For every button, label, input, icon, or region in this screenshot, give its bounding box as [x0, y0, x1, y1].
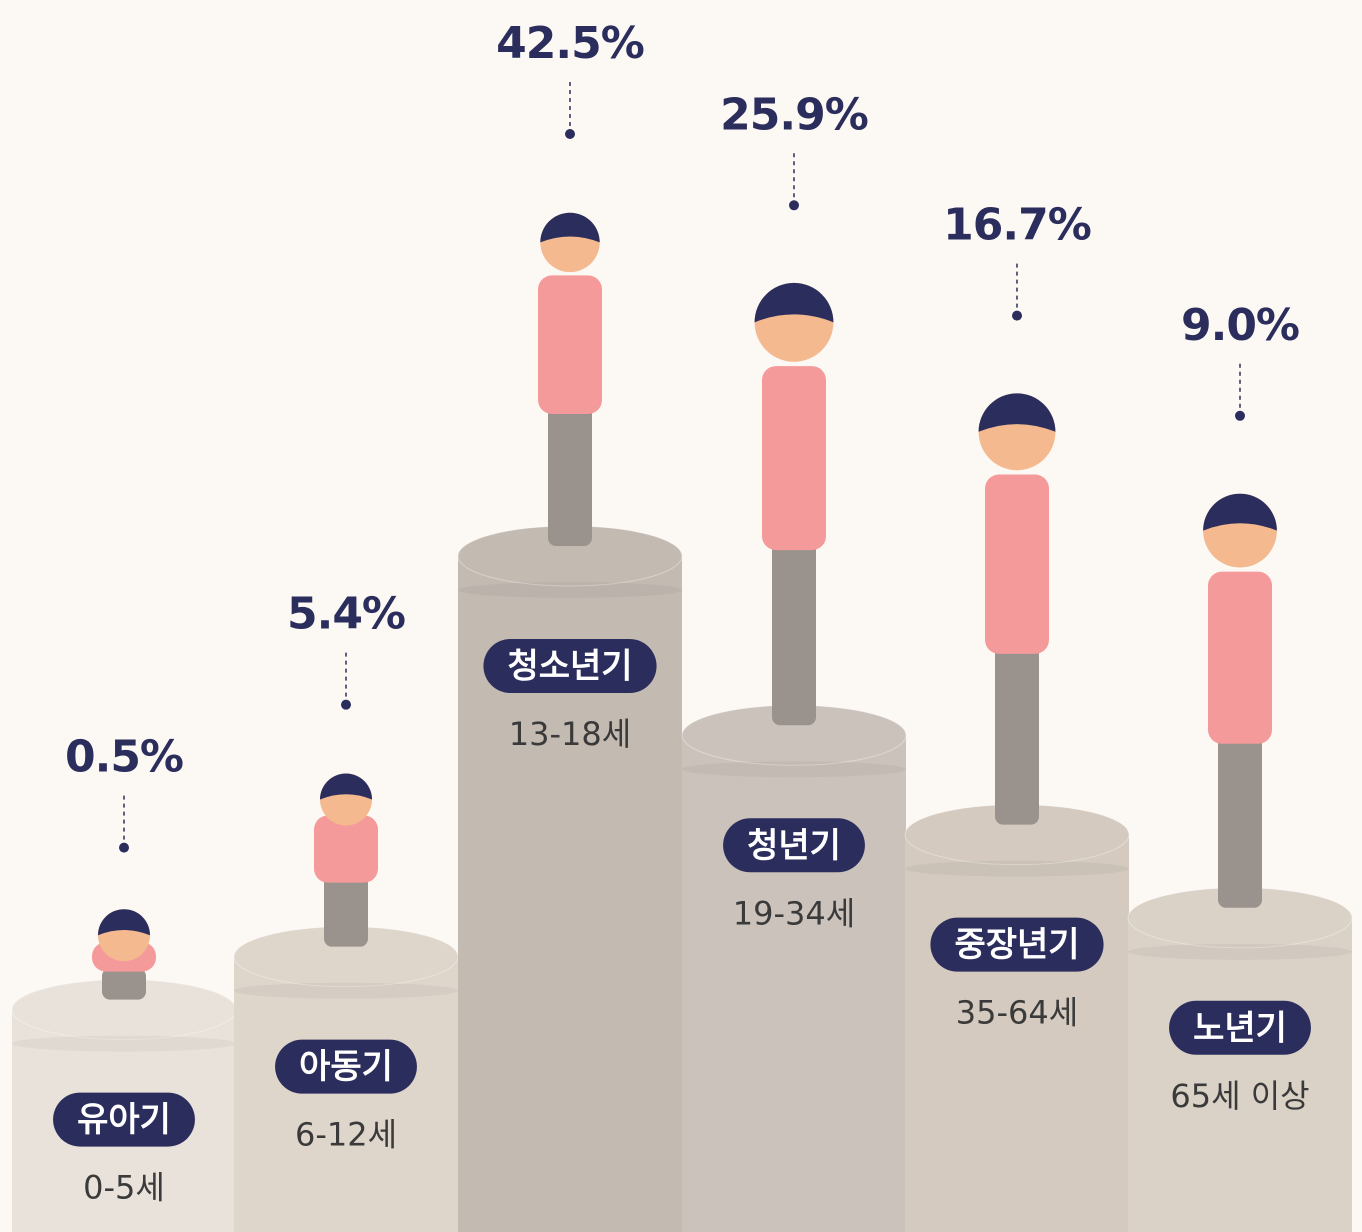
- stage-pill: [723, 818, 865, 873]
- figure: [754, 282, 834, 726]
- age-label: 35-64세: [956, 994, 1078, 1032]
- stage-pill: [483, 639, 657, 693]
- pointer-dot: [341, 699, 351, 710]
- age-label: 13-18세: [509, 715, 631, 753]
- figure-body: [985, 474, 1049, 654]
- pedestal: [1128, 917, 1352, 1232]
- pedestal-shadow: [12, 1035, 236, 1052]
- pointer-dot: [1012, 310, 1022, 321]
- pedestal: [234, 956, 458, 1232]
- figure-hair: [320, 773, 372, 800]
- figure-legs: [548, 397, 592, 546]
- figure-hair: [754, 282, 834, 323]
- stage-label: 청소년기: [507, 647, 632, 687]
- value-label: 16.7%: [943, 200, 1091, 251]
- figure-legs: [772, 528, 816, 726]
- stage-pill: [1169, 1000, 1311, 1055]
- stage-pill: [930, 917, 1104, 972]
- pedestal-shadow: [458, 582, 682, 598]
- figure-legs: [102, 968, 146, 1000]
- pedestal: [458, 556, 682, 1232]
- stage-pill: [275, 1039, 417, 1094]
- figure: [538, 212, 602, 546]
- figure-legs: [324, 874, 368, 947]
- value-label: 42.5%: [496, 18, 644, 69]
- figure-hair: [978, 393, 1056, 432]
- figure-hair: [98, 909, 150, 936]
- age-label: 0-5세: [83, 1169, 165, 1207]
- pedestal-shadow: [905, 860, 1129, 877]
- stage-label: 중장년기: [954, 925, 1079, 965]
- stage-label: 노년기: [1193, 1008, 1287, 1048]
- pointer-dot: [1235, 410, 1245, 421]
- age-label: 65세 이상: [1170, 1077, 1309, 1115]
- figure-hair: [540, 212, 600, 243]
- value-label: 9.0%: [1181, 300, 1299, 351]
- pedestal: [682, 735, 906, 1232]
- pointer-dot: [565, 129, 575, 139]
- stage-label: 청년기: [747, 826, 841, 866]
- age-label: 19-34세: [733, 894, 855, 932]
- figure-hair: [1203, 493, 1277, 531]
- value-label: 0.5%: [65, 732, 183, 783]
- figure-body: [1208, 571, 1272, 744]
- figure-legs: [995, 632, 1039, 825]
- pedestal-shadow: [682, 761, 906, 778]
- pedestal: [905, 834, 1129, 1232]
- figure-body: [314, 815, 378, 883]
- stage-label: 아동기: [299, 1047, 393, 1087]
- value-label: 25.9%: [720, 89, 868, 140]
- figure-body: [762, 366, 826, 551]
- pointer-dot: [789, 200, 799, 211]
- pedestal-shadow: [234, 982, 458, 999]
- pedestal-shadow: [1128, 943, 1352, 960]
- stage-pill: [53, 1092, 195, 1147]
- stage-label: 유아기: [77, 1100, 171, 1140]
- figure: [978, 393, 1056, 825]
- figure: [314, 773, 378, 947]
- pointer-dot: [119, 842, 129, 853]
- figure-body: [538, 275, 602, 414]
- age-label: 6-12세: [295, 1116, 397, 1154]
- value-label: 5.4%: [287, 589, 405, 640]
- figure-legs: [1218, 723, 1262, 908]
- figure: [92, 909, 156, 1000]
- figure: [1203, 493, 1277, 908]
